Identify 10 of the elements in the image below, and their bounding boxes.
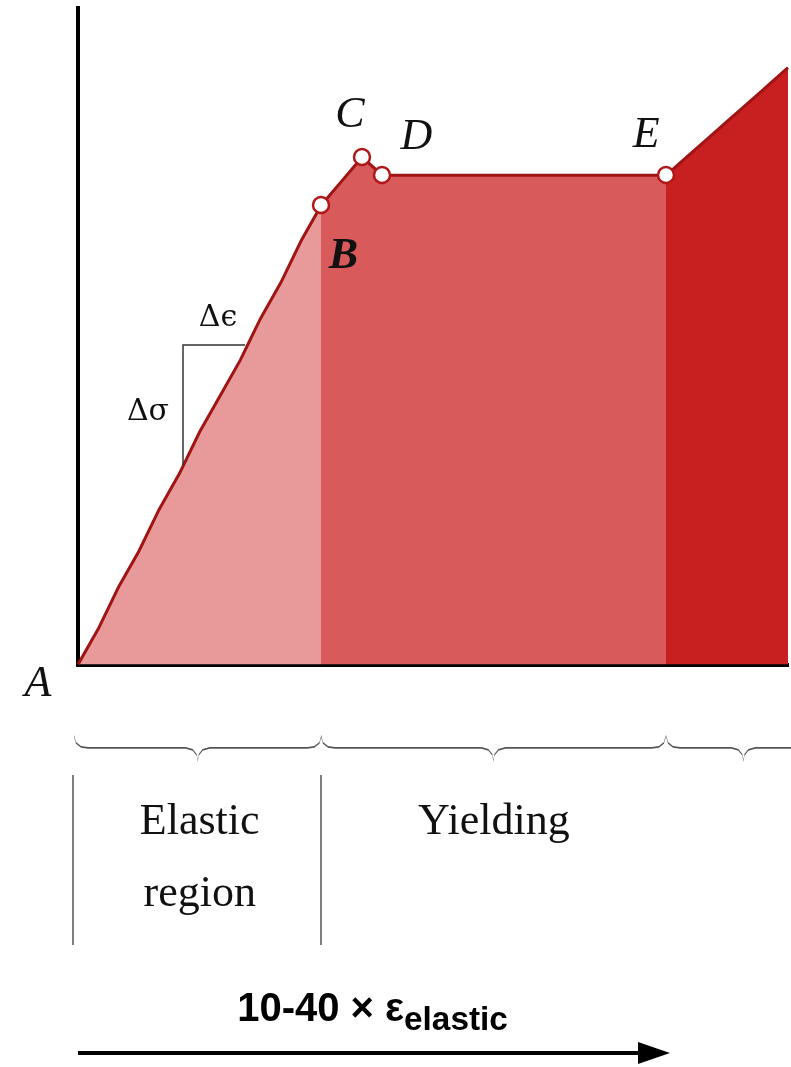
annotation: Δϵ (198, 297, 238, 333)
text: A (21, 657, 53, 707)
annotation: Δσ (126, 391, 170, 427)
text: Elastic region (139, 794, 260, 916)
text: Yielding (418, 794, 570, 844)
annotation: C (335, 87, 366, 137)
annotation: D (399, 109, 433, 159)
annotation: E (631, 107, 660, 157)
annotation: B (327, 229, 359, 279)
text: 10-40 × ε$_{elastic}$ (236, 985, 509, 1038)
